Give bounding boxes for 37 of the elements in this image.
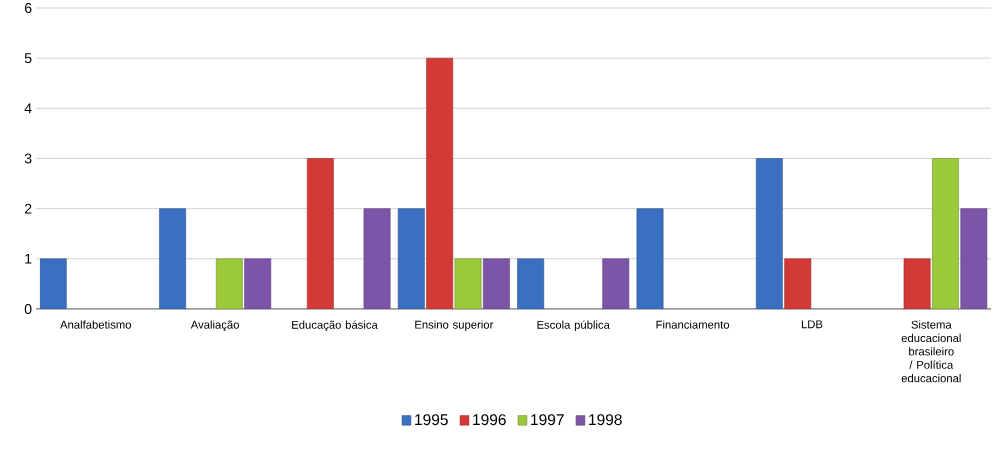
bar [903, 258, 931, 309]
x-tick-label: Sistema educacional brasileiro / Política educacional [901, 320, 961, 383]
y-tick-label: 1 [25, 253, 32, 264]
bar [932, 158, 959, 309]
y-tick-label: 6 [24, 2, 32, 13]
legend-label: 1996 [473, 413, 506, 425]
bar [306, 158, 334, 309]
bar [363, 208, 391, 309]
x-tick-label: Escola pública [537, 320, 610, 331]
bar [39, 258, 67, 309]
legend-label: 1998 [589, 413, 622, 425]
bar [454, 258, 482, 309]
bar [755, 158, 783, 309]
bar [483, 258, 510, 309]
x-tick-label: LDB [801, 320, 823, 328]
x-tick-label: Financiamento [656, 320, 730, 329]
legend-label: 1997 [531, 413, 564, 425]
y-tick-label: 2 [24, 203, 32, 214]
bar [426, 57, 454, 309]
x-tick-label: Avaliação [190, 320, 240, 331]
bar [960, 208, 988, 309]
bar [602, 258, 630, 309]
bar [215, 258, 243, 309]
bar [159, 208, 186, 309]
x-tick-label: Educação básica [292, 320, 378, 331]
legend-label: 1995 [415, 413, 448, 425]
y-tick-label: 4 [24, 103, 32, 113]
x-tick-label: Ensino superior [415, 320, 494, 331]
bar [517, 258, 545, 309]
y-tick-label: 5 [24, 53, 32, 63]
y-tick-label: 3 [24, 153, 32, 164]
bar [397, 208, 425, 309]
y-tick-label: 0 [24, 303, 32, 314]
bar [784, 258, 812, 309]
bar [244, 258, 272, 309]
x-tick-label: Analfabetismo [60, 320, 132, 329]
bar [636, 208, 664, 309]
